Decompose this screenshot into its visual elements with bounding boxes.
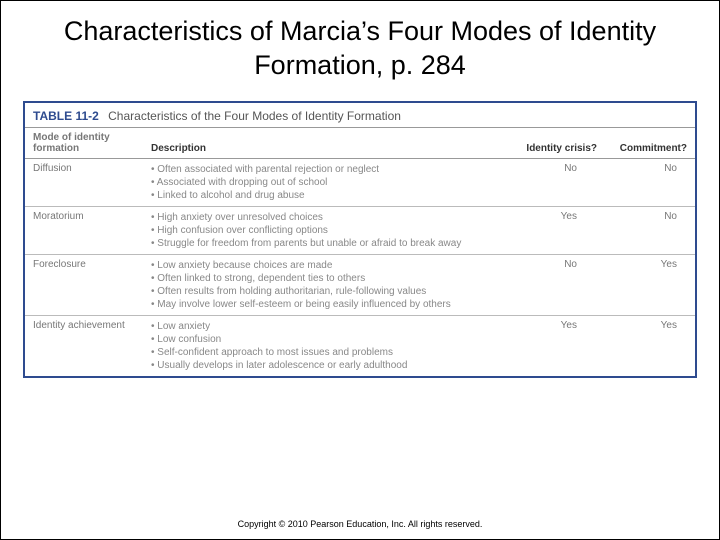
description-item: Often linked to strong, dependent ties t… [151,272,497,285]
description-item: Usually develops in later adolescence or… [151,359,497,372]
cell-commit: Yes [605,254,695,315]
identity-table: Mode of identity formation Description I… [25,127,695,376]
cell-mode: Foreclosure [25,254,143,315]
table-caption: TABLE 11-2 Characteristics of the Four M… [25,103,695,127]
table-container: TABLE 11-2 Characteristics of the Four M… [23,101,697,378]
table-caption-text: Characteristics of the Four Modes of Ide… [108,109,401,123]
table-row: ForeclosureLow anxiety because choices a… [25,254,695,315]
col-header-mode: Mode of identity formation [25,127,143,158]
description-item: Low anxiety [151,320,497,333]
slide-title: Characteristics of Marcia’s Four Modes o… [1,1,719,93]
col-header-commit: Commitment? [605,127,695,158]
table-number: TABLE 11-2 [33,109,99,123]
cell-crisis: No [505,158,605,206]
cell-description: Often associated with parental rejection… [143,158,505,206]
copyright-text: Copyright © 2010 Pearson Education, Inc.… [1,519,719,529]
description-item: May involve lower self-esteem or being e… [151,298,497,311]
cell-description: Low anxiety because choices are madeOfte… [143,254,505,315]
table-row: Diffusion Often associated with parental … [25,158,695,206]
table-row: MoratoriumHigh anxiety over unresolved c… [25,206,695,254]
cell-commit: No [605,158,695,206]
col-header-crisis: Identity crisis? [505,127,605,158]
description-item: High confusion over conflicting options [151,224,497,237]
table-row: Identity achievementLow anxietyLow confu… [25,315,695,376]
cell-crisis: No [505,254,605,315]
cell-commit: Yes [605,315,695,376]
cell-crisis: Yes [505,315,605,376]
description-item: Often results from holding authoritarian… [151,285,497,298]
col-header-desc: Description [143,127,505,158]
cell-commit: No [605,206,695,254]
description-item: Low anxiety because choices are made [151,259,497,272]
cell-mode: Diffusion [25,158,143,206]
description-item: Self-confident approach to most issues a… [151,346,497,359]
cell-mode: Moratorium [25,206,143,254]
description-item: Struggle for freedom from parents but un… [151,237,497,250]
cell-description: Low anxietyLow confusionSelf-confident a… [143,315,505,376]
cell-crisis: Yes [505,206,605,254]
description-item: Associated with dropping out of school [151,176,497,189]
description-item: Often associated with parental rejection… [151,163,497,176]
cell-description: High anxiety over unresolved choicesHigh… [143,206,505,254]
description-item: Low confusion [151,333,497,346]
description-item: High anxiety over unresolved choices [151,211,497,224]
cell-mode: Identity achievement [25,315,143,376]
description-item: Linked to alcohol and drug abuse [151,189,497,202]
